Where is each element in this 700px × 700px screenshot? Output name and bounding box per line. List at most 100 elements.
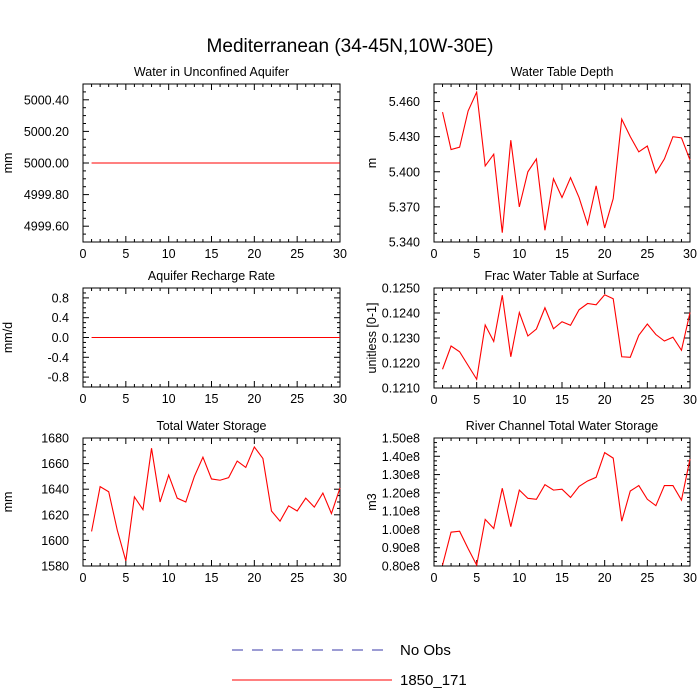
chart-panel-1: Water in Unconfined Aquifer mm 0 5 10 15 20 25 3… (1, 65, 347, 261)
legend: No Obs 1850_171 (232, 642, 467, 689)
chart-panel-6: River Channel Total Water Storage m3 0 5 10 1… (365, 419, 697, 585)
chart-title: Aquifer Recharge Rate (148, 269, 275, 283)
y-tick-label: 1.50e8 (382, 432, 420, 446)
y-tick-label: 0.1230 (382, 332, 420, 346)
y-axis-label: unitless [0-1] (365, 303, 379, 374)
x-tick-label: 0 (80, 247, 87, 261)
legend-label-no-obs: No Obs (400, 642, 451, 659)
x-tick-label: 25 (640, 393, 654, 407)
y-tick-label: 5.430 (389, 130, 420, 144)
y-axis-label: m3 (365, 493, 379, 510)
x-tick-label: 10 (162, 247, 176, 261)
figure-title: Mediterranean (34-45N,10W-30E) (207, 36, 494, 57)
x-tick-label: 5 (473, 571, 480, 585)
x-tick-label: 5 (122, 392, 129, 406)
y-tick-label: 1600 (41, 534, 69, 548)
x-tick-label: 25 (290, 247, 304, 261)
chart-title: Water in Unconfined Aquifer (134, 65, 289, 79)
y-tick-label: 0.90e8 (382, 541, 420, 555)
chart-title: Water Table Depth (511, 65, 614, 79)
x-tick-label: 30 (333, 571, 347, 585)
y-tick-label: 5.340 (389, 236, 420, 250)
chart-panel-4: Frac Water Table at Surface unitless [0-1… (365, 269, 697, 407)
x-tick-label: 0 (431, 393, 438, 407)
x-tick-label: 20 (247, 392, 261, 406)
x-tick-label: 30 (333, 392, 347, 406)
y-tick-label: 4999.60 (24, 220, 69, 234)
x-tick-label: 10 (162, 571, 176, 585)
y-tick-label: 1680 (41, 432, 69, 446)
x-tick-label: 15 (205, 392, 219, 406)
x-tick-label: 25 (640, 247, 654, 261)
y-tick-label: 1.40e8 (382, 450, 420, 464)
series-line-1850_171 (91, 445, 341, 562)
y-tick-label: 1.20e8 (382, 486, 420, 500)
x-tick-label: 15 (555, 247, 569, 261)
x-tick-label: 5 (473, 247, 480, 261)
x-tick-label: 5 (122, 247, 129, 261)
y-tick-label: 5.460 (389, 95, 420, 109)
x-tick-label: 15 (205, 571, 219, 585)
y-tick-label: 1.00e8 (382, 523, 420, 537)
chart-title: Frac Water Table at Surface (485, 269, 640, 283)
y-tick-label: 0.8 (52, 291, 69, 305)
y-tick-label: -0.8 (47, 371, 69, 385)
x-tick-label: 20 (247, 571, 261, 585)
y-tick-label: 1580 (41, 560, 69, 574)
y-axis-label: mm (1, 153, 15, 174)
y-axis-label: mm (1, 492, 15, 513)
x-tick-label: 30 (683, 247, 697, 261)
chart-panels: Water in Unconfined Aquifer mm 0 5 10 15 20 25 3… (1, 65, 697, 585)
series-line-1850_171 (441, 451, 691, 567)
y-axis-label: mm/d (1, 322, 15, 353)
x-tick-label: 0 (431, 571, 438, 585)
x-tick-label: 25 (290, 392, 304, 406)
x-tick-label: 20 (247, 247, 261, 261)
x-tick-label: 10 (512, 247, 526, 261)
y-tick-label: 5.370 (389, 200, 420, 214)
x-tick-label: 0 (80, 571, 87, 585)
x-tick-label: 15 (555, 571, 569, 585)
y-tick-label: 1640 (41, 483, 69, 497)
x-tick-label: 30 (333, 247, 347, 261)
y-tick-label: -0.4 (47, 351, 69, 365)
y-tick-label: 1.10e8 (382, 505, 420, 519)
y-tick-label: 1620 (41, 508, 69, 522)
y-tick-label: 0.80e8 (382, 560, 420, 574)
x-tick-label: 5 (122, 571, 129, 585)
series-line-1850_171 (441, 90, 691, 233)
x-tick-label: 30 (683, 393, 697, 407)
y-tick-label: 0.0 (52, 331, 69, 345)
x-tick-label: 0 (80, 392, 87, 406)
y-tick-label: 0.1250 (382, 282, 420, 296)
y-axis-label: m (365, 158, 379, 168)
series-line-1850_171 (442, 294, 691, 381)
y-tick-label: 5000.40 (24, 93, 69, 107)
y-tick-label: 4999.80 (24, 188, 69, 202)
x-tick-label: 5 (473, 393, 480, 407)
x-tick-label: 10 (512, 393, 526, 407)
legend-label-1850-171: 1850_171 (400, 672, 467, 689)
chart-title: Total Water Storage (156, 419, 266, 433)
y-tick-label: 0.1210 (382, 382, 420, 396)
x-tick-label: 10 (162, 392, 176, 406)
plot-frame (433, 83, 691, 243)
x-tick-label: 20 (598, 247, 612, 261)
x-tick-label: 0 (431, 247, 438, 261)
y-tick-label: 1.30e8 (382, 468, 420, 482)
y-tick-label: 0.1240 (382, 307, 420, 321)
y-tick-label: 5000.20 (24, 125, 69, 139)
chart-panel-2: Water Table Depth m 0 5 10 15 20 25 30 5.340 5.370… (365, 65, 697, 261)
x-tick-label: 25 (640, 571, 654, 585)
x-tick-label: 20 (598, 571, 612, 585)
chart-panel-3: Aquifer Recharge Rate mm/d 0 5 10 15 20 25 30 -0.… (1, 269, 347, 406)
x-tick-label: 20 (598, 393, 612, 407)
x-tick-label: 15 (205, 247, 219, 261)
y-tick-label: 0.4 (52, 311, 69, 325)
x-tick-label: 15 (555, 393, 569, 407)
chart-panel-5: Total Water Storage mm 0 5 10 15 20 25 30 1580 160… (1, 419, 347, 585)
x-tick-label: 25 (290, 571, 304, 585)
x-tick-label: 10 (512, 571, 526, 585)
chart-title: River Channel Total Water Storage (466, 419, 659, 433)
